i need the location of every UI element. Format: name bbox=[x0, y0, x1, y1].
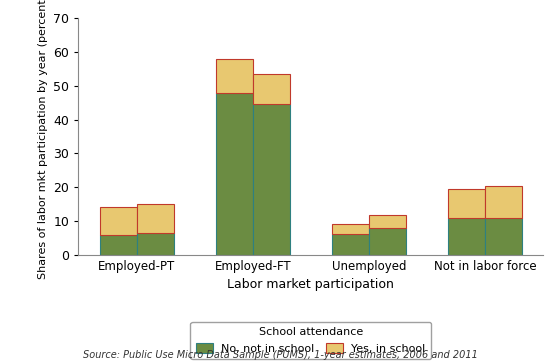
Bar bbox=[100, 234, 137, 255]
Bar bbox=[448, 189, 485, 218]
Bar bbox=[369, 215, 406, 228]
Bar bbox=[137, 204, 174, 233]
Bar bbox=[253, 74, 290, 104]
Bar bbox=[332, 224, 369, 234]
Bar bbox=[216, 92, 253, 255]
Bar bbox=[369, 228, 406, 255]
X-axis label: Labor market participation: Labor market participation bbox=[227, 278, 394, 291]
Bar bbox=[253, 104, 290, 255]
Text: Source: Public Use Micro Data Sample (PUMS), 1-year estimates, 2006 and 2011: Source: Public Use Micro Data Sample (PU… bbox=[82, 351, 478, 360]
Bar bbox=[485, 218, 522, 255]
Bar bbox=[485, 186, 522, 218]
Bar bbox=[137, 233, 174, 255]
Bar bbox=[448, 218, 485, 255]
Bar bbox=[216, 59, 253, 92]
Legend: No, not in school, Yes, in school: No, not in school, Yes, in school bbox=[190, 322, 431, 359]
Bar bbox=[100, 207, 137, 234]
Y-axis label: Shares of labor mkt participation by year (percent): Shares of labor mkt participation by yea… bbox=[38, 0, 48, 278]
Bar bbox=[332, 234, 369, 255]
